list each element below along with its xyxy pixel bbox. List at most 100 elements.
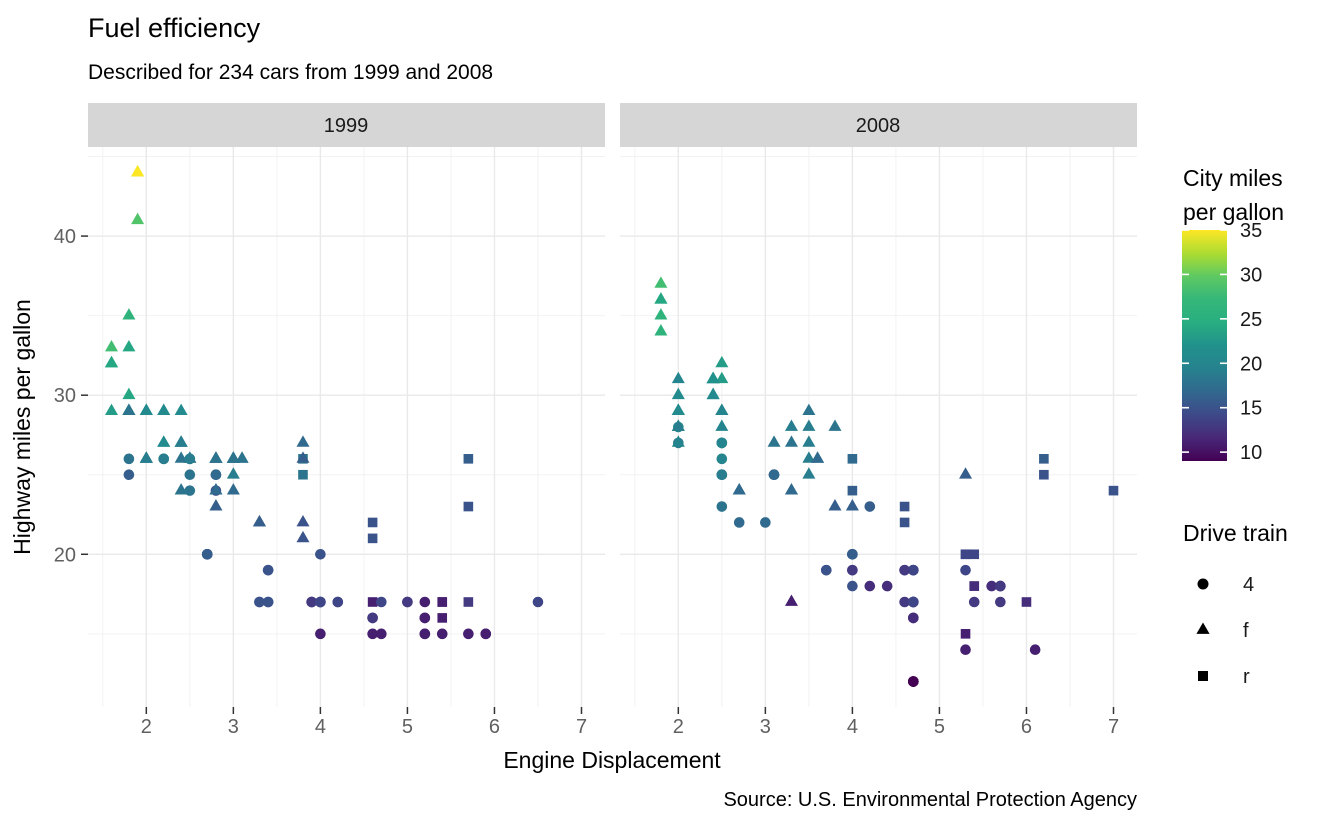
data-point (122, 403, 136, 415)
data-point (296, 451, 310, 463)
data-point (252, 514, 266, 527)
data-point (654, 276, 668, 288)
data-point (402, 596, 413, 608)
data-point (226, 483, 240, 495)
data-point (960, 629, 971, 639)
data-point (706, 371, 720, 384)
data-point (760, 517, 771, 528)
data-point (296, 530, 310, 543)
data-point (463, 628, 474, 640)
data-point (960, 644, 971, 656)
data-point (122, 308, 136, 320)
data-point (1039, 469, 1049, 480)
data-point (226, 467, 240, 479)
legend-label-4: 4 (1243, 574, 1254, 596)
data-point (184, 485, 196, 496)
color-legend-title-line1: City miles (1183, 165, 1283, 191)
facet-strip-label-2008: 2008 (856, 115, 901, 137)
data-point (296, 435, 310, 447)
data-point (654, 292, 668, 304)
data-point (419, 596, 431, 608)
data-point (784, 435, 798, 447)
data-points-layer (105, 164, 1119, 687)
data-point (174, 483, 188, 495)
data-point (802, 419, 816, 431)
data-point (254, 596, 265, 608)
data-point (201, 548, 213, 560)
data-point (959, 467, 973, 479)
x-axis-tick-label: 5 (934, 716, 945, 738)
data-point (157, 435, 171, 447)
data-point (122, 387, 136, 400)
x-axis-tick-label: 4 (847, 716, 858, 738)
x-axis-tick-label: 2 (141, 716, 152, 738)
data-point (899, 501, 910, 512)
colorbar-tick-label: 20 (1240, 353, 1262, 375)
chart-subtitle: Described for 234 cars from 1999 and 200… (88, 61, 493, 84)
data-point (715, 419, 729, 431)
data-point (174, 435, 188, 447)
data-point (864, 501, 876, 512)
data-point (105, 355, 118, 368)
facet-strip-2008 (620, 103, 1137, 147)
colorbar-tick-label: 10 (1240, 442, 1262, 464)
data-point (802, 435, 816, 447)
legend-key-circle-icon (1197, 578, 1209, 590)
data-point (480, 628, 492, 640)
data-point (706, 387, 720, 400)
data-point (184, 469, 196, 481)
data-point (262, 564, 274, 576)
data-point (671, 371, 685, 384)
data-point (296, 514, 310, 527)
data-point (847, 485, 858, 496)
data-point (847, 580, 858, 592)
data-point (376, 628, 387, 640)
data-point (671, 387, 685, 400)
x-axis-tick-label: 4 (315, 716, 326, 738)
data-point (995, 596, 1006, 608)
data-point (315, 596, 326, 608)
data-point (437, 613, 448, 623)
data-point (845, 499, 859, 511)
data-point (716, 437, 728, 449)
data-point (716, 501, 728, 512)
caption: Source: U.S. Environmental Protection Ag… (723, 789, 1137, 811)
data-point (419, 628, 431, 640)
legend-label-r: r (1243, 666, 1250, 688)
data-point (463, 597, 474, 607)
data-point (986, 580, 997, 592)
data-point (209, 499, 223, 511)
data-point (123, 453, 135, 465)
data-point (131, 164, 145, 177)
data-point (995, 580, 1006, 592)
data-point (105, 339, 118, 352)
data-point (784, 594, 798, 606)
data-point (419, 612, 431, 624)
data-point (184, 453, 196, 465)
shape-legend-title: Drive train (1183, 520, 1288, 546)
data-point (367, 517, 378, 528)
data-point (784, 419, 798, 431)
legend-key-triangle-icon (1196, 622, 1210, 634)
data-point (332, 596, 344, 608)
data-point (139, 451, 153, 463)
x-axis-title: Engine Displacement (503, 747, 721, 773)
data-point (1029, 644, 1041, 656)
data-point (174, 451, 188, 463)
data-point (784, 483, 798, 495)
data-point (654, 324, 668, 336)
data-point (847, 548, 858, 560)
chart-title: Fuel efficiency (88, 13, 261, 43)
facet-strip-1999 (88, 103, 605, 147)
data-point (716, 469, 728, 481)
x-axis-tick-label: 5 (402, 716, 413, 738)
data-point (122, 339, 136, 352)
x-axis-tick-label: 6 (489, 716, 500, 738)
y-axis-tick-label: 40 (54, 226, 76, 248)
data-point (209, 483, 223, 495)
data-point (899, 596, 910, 608)
axes-layer: 2 3 4 5 6 7 2 3 4 5 6 7 20 30 40 (54, 226, 1119, 738)
data-point (969, 549, 980, 560)
data-point (226, 451, 240, 463)
